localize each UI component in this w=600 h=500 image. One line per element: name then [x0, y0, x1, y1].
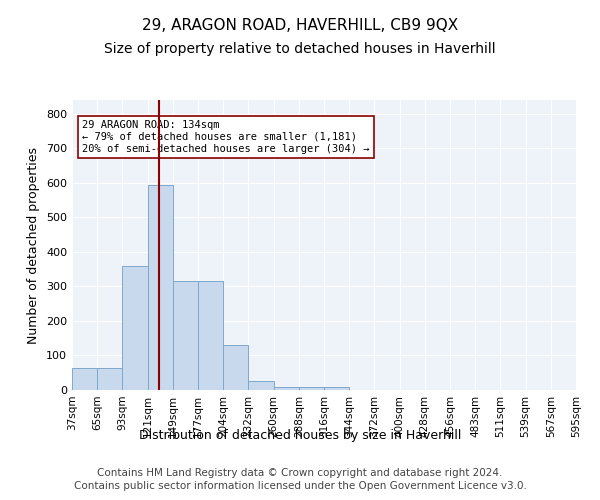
Bar	[198, 281, 223, 390]
Text: 29, ARAGON ROAD, HAVERHILL, CB9 9QX: 29, ARAGON ROAD, HAVERHILL, CB9 9QX	[142, 18, 458, 32]
Bar	[173, 281, 198, 390]
Bar	[122, 266, 148, 390]
Bar	[248, 382, 274, 390]
Bar	[223, 345, 248, 390]
Text: Contains HM Land Registry data © Crown copyright and database right 2024.: Contains HM Land Registry data © Crown c…	[97, 468, 503, 477]
Bar	[97, 368, 122, 390]
Text: 29 ARAGON ROAD: 134sqm
← 79% of detached houses are smaller (1,181)
20% of semi-: 29 ARAGON ROAD: 134sqm ← 79% of detached…	[82, 120, 370, 154]
Text: Contains public sector information licensed under the Open Government Licence v3: Contains public sector information licen…	[74, 481, 526, 491]
Bar	[72, 368, 97, 390]
Bar	[299, 387, 324, 390]
Y-axis label: Number of detached properties: Number of detached properties	[28, 146, 40, 344]
Text: Distribution of detached houses by size in Haverhill: Distribution of detached houses by size …	[139, 428, 461, 442]
Bar	[148, 184, 173, 390]
Bar	[324, 386, 349, 390]
Text: Size of property relative to detached houses in Haverhill: Size of property relative to detached ho…	[104, 42, 496, 56]
Bar	[274, 386, 299, 390]
